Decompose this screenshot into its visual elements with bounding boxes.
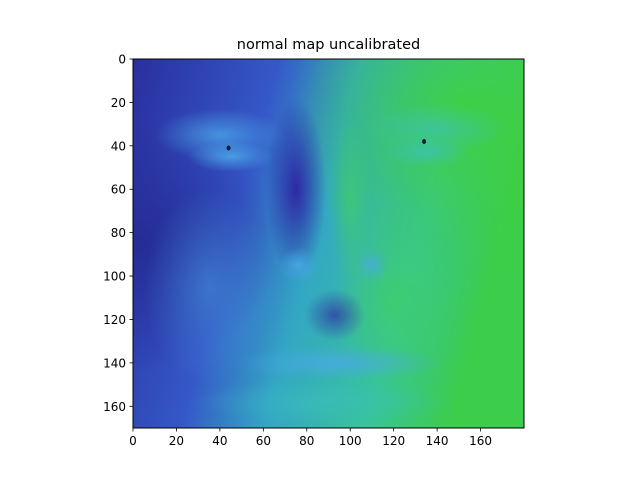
image-region-lips: [235, 345, 444, 381]
y-tick-label: 80: [111, 226, 126, 240]
x-tick-label: 60: [256, 434, 271, 448]
image-region-cheek-left: [143, 189, 275, 385]
x-tick-label: 120: [382, 434, 405, 448]
x-tick-label: 140: [426, 434, 449, 448]
image-region-nostril-right-highlight: [354, 247, 390, 283]
image-region-eye-right: [382, 137, 470, 168]
plot-frame: [132, 58, 525, 429]
y-tick-label: 120: [103, 313, 126, 327]
chart-title: normal map uncalibrated: [237, 37, 420, 53]
y-tick-label: 40: [111, 139, 126, 153]
x-tick-label: 40: [212, 434, 227, 448]
y-axis-ticks: 0 20 40 60 80 100 120 140 160: [103, 53, 133, 414]
image-region-chin: [193, 380, 455, 424]
y-tick-label: 20: [111, 96, 126, 110]
y-tick-label: 140: [103, 356, 126, 370]
x-axis-ticks: 0 20 40 60 80 100 120 140 160: [129, 428, 492, 448]
y-tick-label: 60: [111, 183, 126, 197]
x-tick-label: 80: [299, 434, 314, 448]
normal-map-image: [133, 59, 524, 428]
x-tick-label: 0: [129, 434, 137, 448]
y-tick-label: 100: [103, 270, 126, 284]
image-region-upper-lip-shadow: [304, 289, 366, 342]
image-pupil-right: [422, 138, 427, 144]
image-region-eye-left: [187, 141, 275, 172]
x-tick-label: 100: [339, 434, 362, 448]
x-tick-label: 20: [169, 434, 184, 448]
y-tick-label: 160: [103, 400, 126, 414]
image-region-nostril-left-highlight: [278, 247, 318, 283]
x-tick-label: 160: [469, 434, 492, 448]
image-region-nose-shadow: [265, 98, 327, 281]
image-pupil-left: [226, 145, 231, 151]
y-tick-label: 0: [118, 53, 126, 67]
